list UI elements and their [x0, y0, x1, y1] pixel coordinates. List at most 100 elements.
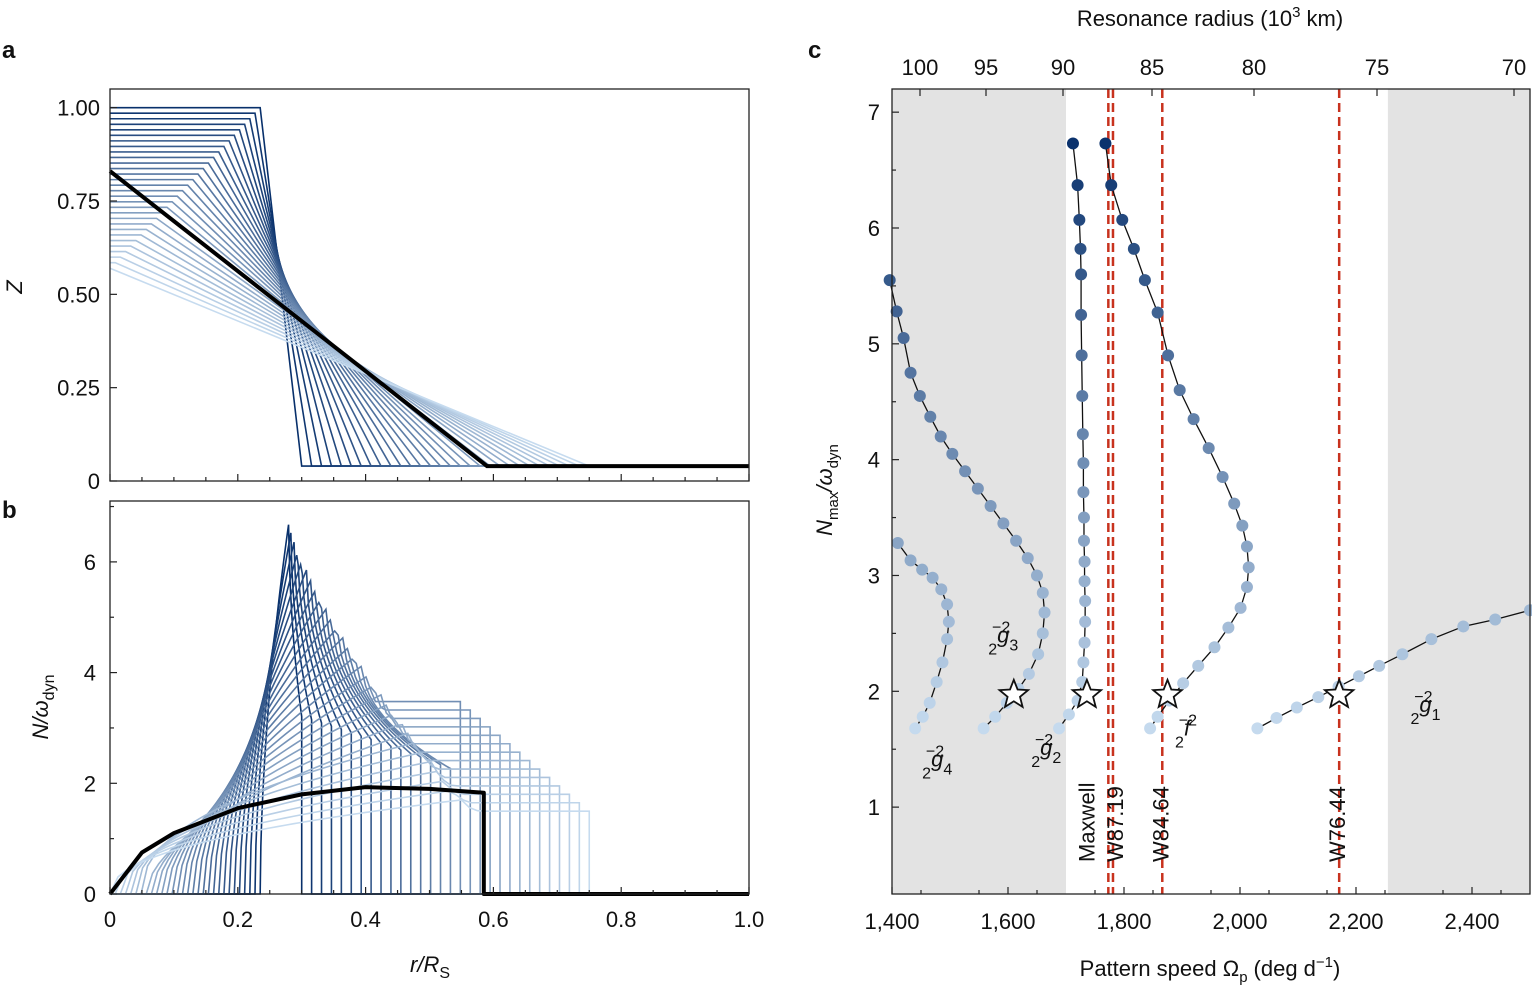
panel-c-data-point: [904, 554, 917, 567]
panel-b-profile-curve: [110, 541, 749, 895]
panel-c-data-point: [1078, 636, 1091, 649]
panel-c-data-point: [1138, 274, 1151, 287]
panel-c-resonance-lines: Maxwell W87.19 W84.64 W76.44: [1074, 89, 1350, 894]
panel-b-curves: [108, 524, 749, 896]
panel-a-ytick-label: 0.50: [57, 282, 100, 307]
panel-c-star-marker: [997, 677, 1031, 709]
panel-c-data-point: [1075, 349, 1088, 362]
panel-c-data-point: [1116, 213, 1129, 226]
panel-c-data-point: [1151, 710, 1164, 723]
mode-label-sub: 2: [1175, 734, 1184, 751]
mode-label-main: g: [997, 623, 1010, 648]
panel-c-data-point: [1074, 242, 1087, 255]
panel-b-profile-curve: [110, 693, 749, 895]
panel-b-xtick-label: 0.2: [223, 907, 254, 932]
panel-c-ytick-label: 5: [868, 332, 880, 357]
mode-label-index: 2: [1052, 750, 1061, 767]
panel-c-data-point: [1099, 137, 1112, 150]
panel-c-data-point: [1031, 569, 1043, 582]
panel-c-top-xlabel: Resonance radius (103 km): [1077, 4, 1343, 31]
panel-c-top-tick-label: 90: [1051, 55, 1075, 80]
panel-c-data-point: [984, 499, 997, 512]
panel-c-data-point: [1234, 601, 1247, 614]
panel-c-data-point: [1242, 561, 1255, 574]
panel-c-data-point: [916, 563, 929, 576]
panel-a-ylabel: Z: [2, 279, 27, 295]
panel-c-data-point: [913, 389, 926, 402]
panel-a-letter: a: [2, 37, 16, 64]
panel-a-ytick-label: 0.75: [57, 189, 100, 214]
panel-c-data-point: [1105, 179, 1118, 192]
panel-c-data-point: [1036, 627, 1049, 640]
panel-b-ticks: 0 2 4 6 0 0.2 0.4 0.6 0.8 1.0: [84, 505, 764, 932]
panel-c-data-point: [1396, 648, 1409, 661]
panel-b-frame: [109, 500, 750, 895]
panel-c-data-point: [1240, 581, 1253, 594]
panel-c-shaded-region: [1387, 89, 1530, 894]
panel-b-profile-curve: [110, 742, 749, 895]
panel-c-data-point: [941, 598, 954, 611]
panel-c-ylabel-main: N: [812, 520, 837, 536]
panel-a-profile-curve: [110, 250, 749, 467]
panel-c-xlabel-unit: (deg d: [1254, 956, 1316, 981]
panel-b-profile-curve: [110, 790, 749, 895]
panel-a-profile-curve: [110, 117, 749, 467]
mode-label-sup: −2: [1035, 732, 1053, 749]
panel-c-data-point: [1073, 213, 1086, 226]
panel-b-profile-curve: [110, 532, 749, 895]
panel-c-data-point: [904, 366, 917, 379]
panel-c-data-point: [909, 722, 922, 735]
panel-c-ytick-label: 1: [868, 795, 880, 820]
panel-c-data-point: [1162, 349, 1175, 362]
panel-c-top-xlabel-sup: 3: [1292, 4, 1300, 21]
panel-b-profile-curve: [110, 732, 749, 895]
panel-b-xlabel-sub: S: [439, 965, 450, 982]
panel-c-mode-labels: −2 2g4−2 2g3−2 2g2−2 2f−2 2g1: [922, 620, 1441, 783]
panel-c-data-point: [1202, 442, 1215, 455]
panel-b-profile-curve: [110, 647, 749, 895]
panel-c-data-point: [977, 722, 990, 735]
panel-c-data-point: [1075, 308, 1088, 321]
panel-c-data-point: [1251, 722, 1264, 735]
mode-label-main: g: [931, 747, 944, 772]
panel-b-xtick-label: 0: [104, 907, 116, 932]
mode-label-sup: −2: [926, 744, 944, 761]
panel-b-profile-curve: [110, 600, 749, 895]
panel-c-data-point: [1151, 306, 1164, 319]
panel-c-data-point: [1010, 534, 1023, 547]
panel-c-data-point: [930, 676, 943, 689]
panel-c-data-point: [926, 571, 939, 584]
panel-c-data-point: [936, 656, 949, 669]
mode-label-sub: 2: [988, 642, 997, 659]
panel-a-profile-curve: [110, 234, 749, 467]
panel-c-data-point: [941, 633, 954, 646]
panel-b-ylabel-sub: dyn: [41, 675, 58, 701]
mode-label-main: f: [1184, 715, 1193, 740]
panel-b-chart: 0 2 4 6 0 0.2 0.4 0.6 0.8 1.0 r/RS N/ωdyn: [28, 500, 764, 982]
panel-c-mode-label: −2 2g3: [988, 620, 1018, 659]
panel-c-ytick-label: 6: [868, 216, 880, 241]
panel-a-profile-curve: [110, 195, 749, 467]
panel-c-data-point: [959, 465, 972, 478]
panel-c-data-point: [923, 696, 936, 709]
panel-c-data-point: [1457, 620, 1470, 633]
panel-a-chart: 0 0.25 0.50 0.75 1.00 Z: [2, 88, 750, 494]
panel-c-top-xlabel-main: Resonance radius (10: [1077, 6, 1292, 31]
panel-c-data-point: [1489, 613, 1502, 626]
mode-label-sub: 2: [1411, 711, 1420, 728]
panel-c-ylabel-sub2: dyn: [825, 444, 842, 468]
panel-c-xlabel-unit-sup: −1: [1316, 954, 1333, 971]
panel-c-ytick-label: 2: [868, 679, 880, 704]
panel-c-data-point: [1076, 389, 1089, 402]
panel-c-stars: [997, 677, 1356, 709]
panel-c-data-point: [1177, 677, 1190, 690]
panel-c-shaded-regions: [892, 89, 1530, 894]
panel-c-data-point: [942, 615, 955, 628]
panel-b-letter: b: [2, 497, 17, 524]
panel-a-ytick-label: 1.00: [57, 96, 100, 121]
panel-c-resonance-label: W84.64: [1148, 786, 1173, 862]
panel-c-mode-label: −2 2g2: [1031, 732, 1061, 771]
panel-c-data-point: [891, 537, 904, 550]
panel-b-xlabel-main: r/R: [410, 952, 439, 977]
